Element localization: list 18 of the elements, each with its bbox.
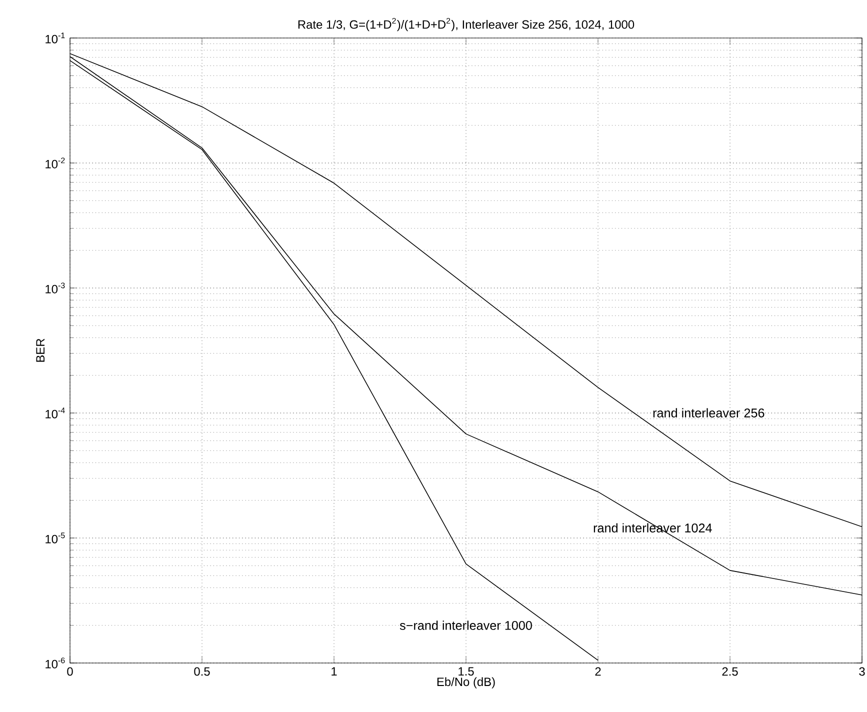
y-axis-title: BER — [36, 338, 44, 362]
x-tick-label: 0 — [67, 667, 73, 676]
x-tick-label: 0.5 — [194, 667, 210, 676]
y-tick-label: 10$^{-1}$ — [46, 32, 65, 44]
x-tick-label: 1.5 — [458, 667, 474, 676]
y-tick-label: 10$^{-4}$ — [46, 408, 65, 418]
x-axis-title: Eb/No (dB) — [437, 677, 495, 688]
y-tick-label: 10$^{-6}$ — [46, 658, 65, 668]
y-tick-label: 10$^{-5}$ — [46, 532, 65, 544]
x-tick-label: 3 — [859, 667, 865, 676]
x-tick-label: 1 — [332, 667, 337, 676]
x-tick-label: 2.5 — [722, 667, 738, 676]
series-label: s−rand interleaver 1000 — [400, 620, 532, 630]
chart-title: Rate 1/3, G=(1+D$^{2}$)/(1+D+D$^{2}$), Interleaver Size 256, 1024, 1000 — [298, 18, 634, 32]
y-tick-label: 10$^{-2}$ — [46, 158, 65, 168]
y-tick-label: 10$^{-3}$ — [46, 282, 65, 294]
x-tick-label: 2 — [595, 667, 601, 676]
series-label: rand interleaver 256 — [653, 408, 764, 418]
